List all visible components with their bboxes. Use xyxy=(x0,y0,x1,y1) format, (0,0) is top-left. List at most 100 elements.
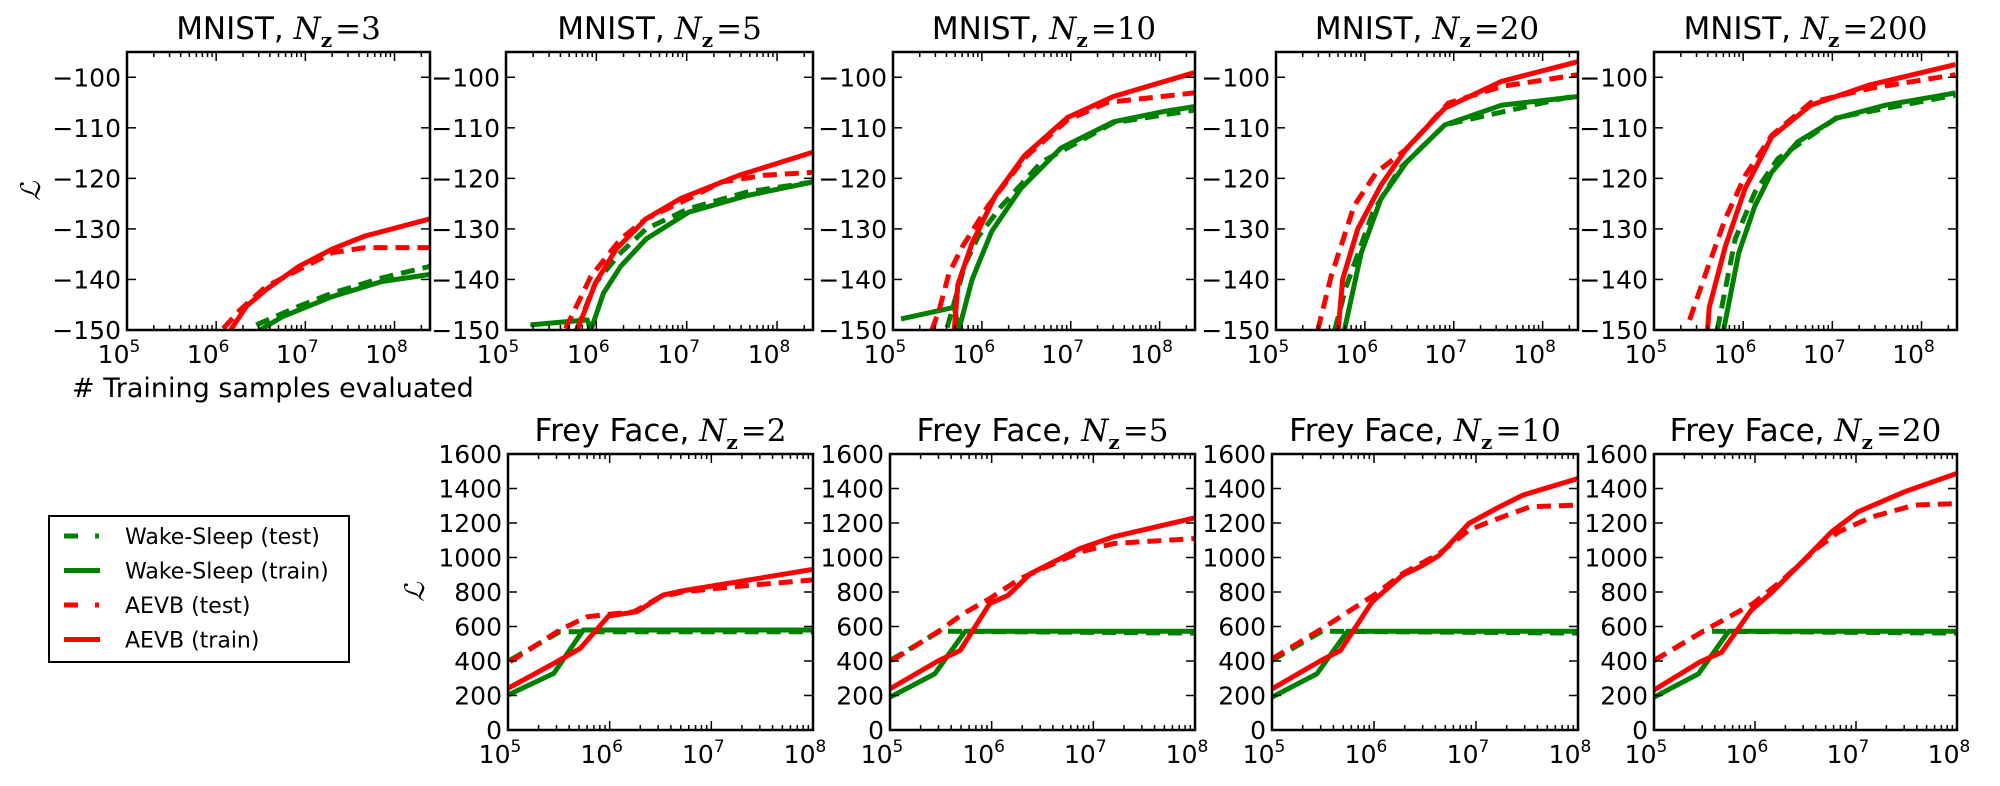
y-tick-label: 1400 xyxy=(1202,475,1266,504)
x-tick-label: 107 xyxy=(1803,337,1846,369)
series-line-wake-sleep-test xyxy=(1332,92,1578,330)
x-tick-base: 10 xyxy=(1336,340,1368,369)
title-value: 5 xyxy=(1149,413,1169,449)
title-subscript: z xyxy=(1828,28,1839,52)
series-group xyxy=(1272,476,1578,700)
x-tick-base: 10 xyxy=(861,740,893,769)
y-tick-label: 600 xyxy=(1218,613,1266,642)
x-tick-base: 10 xyxy=(1447,740,1479,769)
x-tick-exponent: 7 xyxy=(308,337,319,357)
axes-frame xyxy=(1652,50,1959,332)
x-tick-base: 10 xyxy=(187,340,219,369)
x-tick-label: 108 xyxy=(1892,337,1935,369)
title-equals: = xyxy=(1123,413,1149,449)
ticks xyxy=(507,453,814,731)
x-tick-label: 107 xyxy=(1424,337,1467,369)
x-tick-base: 10 xyxy=(682,740,714,769)
title-equals: = xyxy=(716,11,742,47)
axes-frame xyxy=(504,50,815,332)
x-tick-label: 107 xyxy=(682,737,725,769)
x-tick-base: 10 xyxy=(1243,740,1275,769)
legend-label: AEVB (test) xyxy=(125,594,251,619)
x-tick-base: 10 xyxy=(1892,340,1924,369)
title-dataset: Frey Face, xyxy=(917,413,1082,449)
series-line-wake-sleep-train xyxy=(1721,90,1956,330)
series-group xyxy=(890,515,1195,700)
y-tick-label: −100 xyxy=(1579,63,1648,92)
series-group xyxy=(900,70,1195,330)
x-tick-base: 10 xyxy=(477,340,509,369)
subplot-5: 105 106 107 108−100−110−120−130−140−150MNIS… xyxy=(1579,11,1959,369)
subplot-title: Frey Face, Nz=20 xyxy=(1670,413,1942,454)
subplot-7: 105 106 107 1080200400600800100012001400160… xyxy=(820,413,1208,769)
x-tick-label: 108 xyxy=(1513,337,1556,369)
ticks xyxy=(126,52,430,331)
series-line-wake-sleep-test xyxy=(1272,628,1578,663)
x-tick-label: 108 xyxy=(1549,737,1592,769)
series-line-aevb-test xyxy=(221,245,430,330)
y-tick-label: 1600 xyxy=(438,440,502,469)
title-variable: N xyxy=(1453,413,1483,449)
legend-label: AEVB (train) xyxy=(125,629,259,654)
y-tick-label: 400 xyxy=(1218,647,1266,676)
title-subscript: z xyxy=(321,28,332,52)
x-tick-label: 107 xyxy=(276,337,319,369)
title-dataset: Frey Face, xyxy=(1289,413,1454,449)
y-tick-label: 800 xyxy=(836,578,884,607)
x-tick-exponent: 5 xyxy=(510,737,521,757)
x-tick-label: 108 xyxy=(1166,737,1209,769)
ticks xyxy=(892,52,1195,331)
x-tick-base: 10 xyxy=(953,340,985,369)
legend-label: Wake-Sleep (test) xyxy=(125,525,320,550)
y-tick-label: −100 xyxy=(431,63,500,92)
x-tick-label: 106 xyxy=(567,337,610,369)
x-tick-exponent: 8 xyxy=(780,337,791,357)
title-subscript: z xyxy=(702,28,713,52)
subplot-9: 105 106 107 1080200400600800100012001400160… xyxy=(1584,413,1970,769)
axes-frame xyxy=(1270,452,1580,732)
y-tick-label: 1600 xyxy=(1584,440,1648,469)
x-tick-exponent: 7 xyxy=(1478,737,1489,757)
series-line-aevb-train xyxy=(1654,470,1957,693)
y-tick-label: −110 xyxy=(52,114,121,143)
subplot-title: Frey Face, Nz=10 xyxy=(1289,413,1561,454)
x-tick-base: 10 xyxy=(1625,740,1657,769)
title-value: 10 xyxy=(1117,11,1156,47)
y-tick-label: 1000 xyxy=(1202,544,1266,573)
y-tick-label: 0 xyxy=(868,716,884,745)
legend-entry: AEVB (train) xyxy=(64,629,259,654)
subplot-title: MNIST, Nz=20 xyxy=(1315,11,1539,52)
title-equals: = xyxy=(335,11,361,47)
x-tick-label: 108 xyxy=(1928,737,1971,769)
x-tick-exponent: 8 xyxy=(1545,337,1556,357)
series-line-aevb-test xyxy=(1687,72,1956,321)
y-tick-label: −140 xyxy=(431,265,500,294)
legend-entry: Wake-Sleep (test) xyxy=(64,525,320,550)
x-tick-base: 10 xyxy=(1130,340,1162,369)
title-subscript: z xyxy=(1481,430,1492,454)
series-group xyxy=(1687,62,1956,330)
x-tick-base: 10 xyxy=(276,340,308,369)
subplot-title: MNIST, Nz=5 xyxy=(557,11,762,52)
ticks xyxy=(1275,52,1578,331)
series-line-aevb-test xyxy=(890,536,1195,663)
x-tick-base: 10 xyxy=(1064,740,1096,769)
y-tick-label: −140 xyxy=(818,265,887,294)
x-tick-base: 10 xyxy=(98,340,130,369)
x-tick-exponent: 5 xyxy=(1274,737,1285,757)
x-tick-exponent: 8 xyxy=(1924,337,1935,357)
y-tick-label: 400 xyxy=(1600,647,1648,676)
title-subscript: z xyxy=(1076,28,1087,52)
y-tick-label: 400 xyxy=(454,647,502,676)
x-tick-base: 10 xyxy=(567,340,599,369)
x-tick-exponent: 6 xyxy=(1746,337,1757,357)
x-tick-exponent: 5 xyxy=(895,337,906,357)
series-line-aevb-train xyxy=(1272,476,1578,692)
legend-entry: Wake-Sleep (train) xyxy=(64,560,329,585)
x-tick-base: 10 xyxy=(1424,340,1456,369)
y-axis-label: ℒ xyxy=(16,181,47,201)
x-tick-exponent: 5 xyxy=(1656,737,1667,757)
series-line-aevb-test xyxy=(1654,501,1957,663)
series-group xyxy=(530,149,813,330)
y-tick-label: −110 xyxy=(431,114,500,143)
